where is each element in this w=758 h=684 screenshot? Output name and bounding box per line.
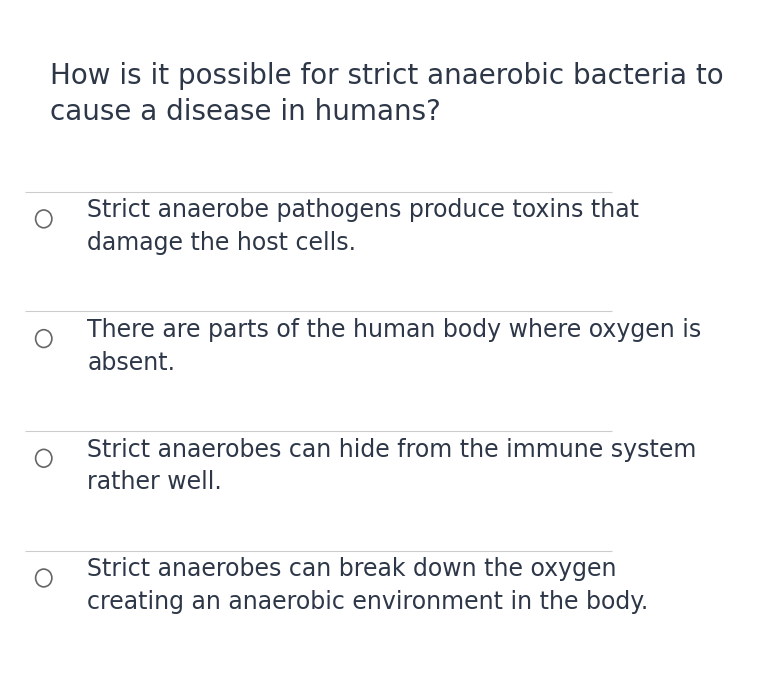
Text: How is it possible for strict anaerobic bacteria to
cause a disease in humans?: How is it possible for strict anaerobic … [50,62,724,127]
Text: Strict anaerobes can break down the oxygen
creating an anaerobic environment in : Strict anaerobes can break down the oxyg… [87,557,649,614]
Text: Strict anaerobes can hide from the immune system
rather well.: Strict anaerobes can hide from the immun… [87,438,697,495]
Text: There are parts of the human body where oxygen is
absent.: There are parts of the human body where … [87,318,702,375]
Text: Strict anaerobe pathogens produce toxins that
damage the host cells.: Strict anaerobe pathogens produce toxins… [87,198,640,255]
